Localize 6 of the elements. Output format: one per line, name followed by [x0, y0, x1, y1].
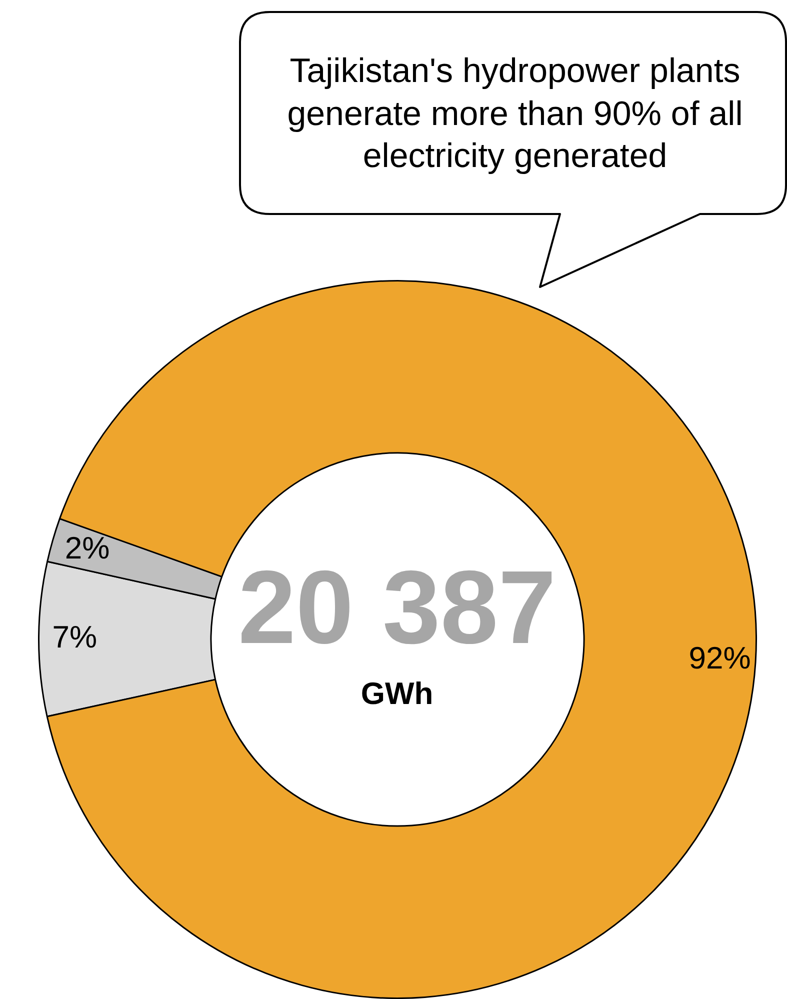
text: 20 387 — [236, 550, 558, 666]
text: GWh — [360, 676, 434, 712]
data-label: 92% — [688, 640, 751, 676]
text: Tajikistan's hydropower plants generate more than 90% of all electricity generated — [286, 51, 744, 177]
data-label: 7% — [52, 620, 98, 655]
data-label: 2% — [64, 530, 110, 566]
